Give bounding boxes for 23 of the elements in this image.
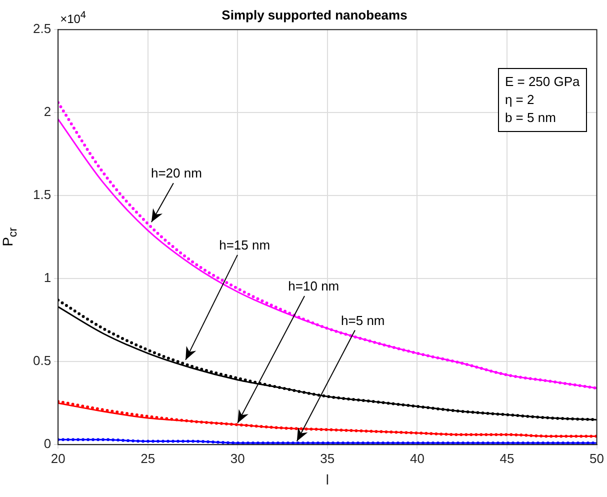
x-tick-label: 45	[500, 450, 514, 466]
annotation: h=10 nm	[288, 278, 340, 294]
x-tick-label: 25	[140, 450, 156, 466]
y-tick-label: 0.5	[32, 353, 52, 368]
text: ×10$^{4}$	[60, 10, 86, 26]
y-tick-label: 2.5	[32, 21, 52, 36]
y-tick-label: 1.5	[32, 187, 52, 202]
y-tick-label: 1	[44, 270, 52, 286]
annotation: η = 2	[504, 90, 536, 109]
y-tick-label: 0	[44, 436, 52, 452]
annotation: h=15 nm	[219, 238, 270, 253]
x-tick-label: 35	[320, 450, 335, 466]
annotation: h=20 nm	[150, 166, 202, 181]
x-axis-title: l	[326, 471, 329, 488]
chart-title: Simply supported nanobeams	[222, 7, 408, 22]
x-tick-label: 30	[230, 450, 245, 466]
annotation: b = 5 nm	[504, 108, 557, 127]
x-tick-label: 50	[590, 450, 604, 466]
x-tick-label: 20	[50, 450, 66, 466]
y-tick-label: 2	[44, 104, 52, 120]
annotation: E = 250 GPa	[504, 72, 580, 91]
x-tick-label: 40	[410, 450, 424, 466]
annotation: h=5 nm	[341, 312, 385, 328]
